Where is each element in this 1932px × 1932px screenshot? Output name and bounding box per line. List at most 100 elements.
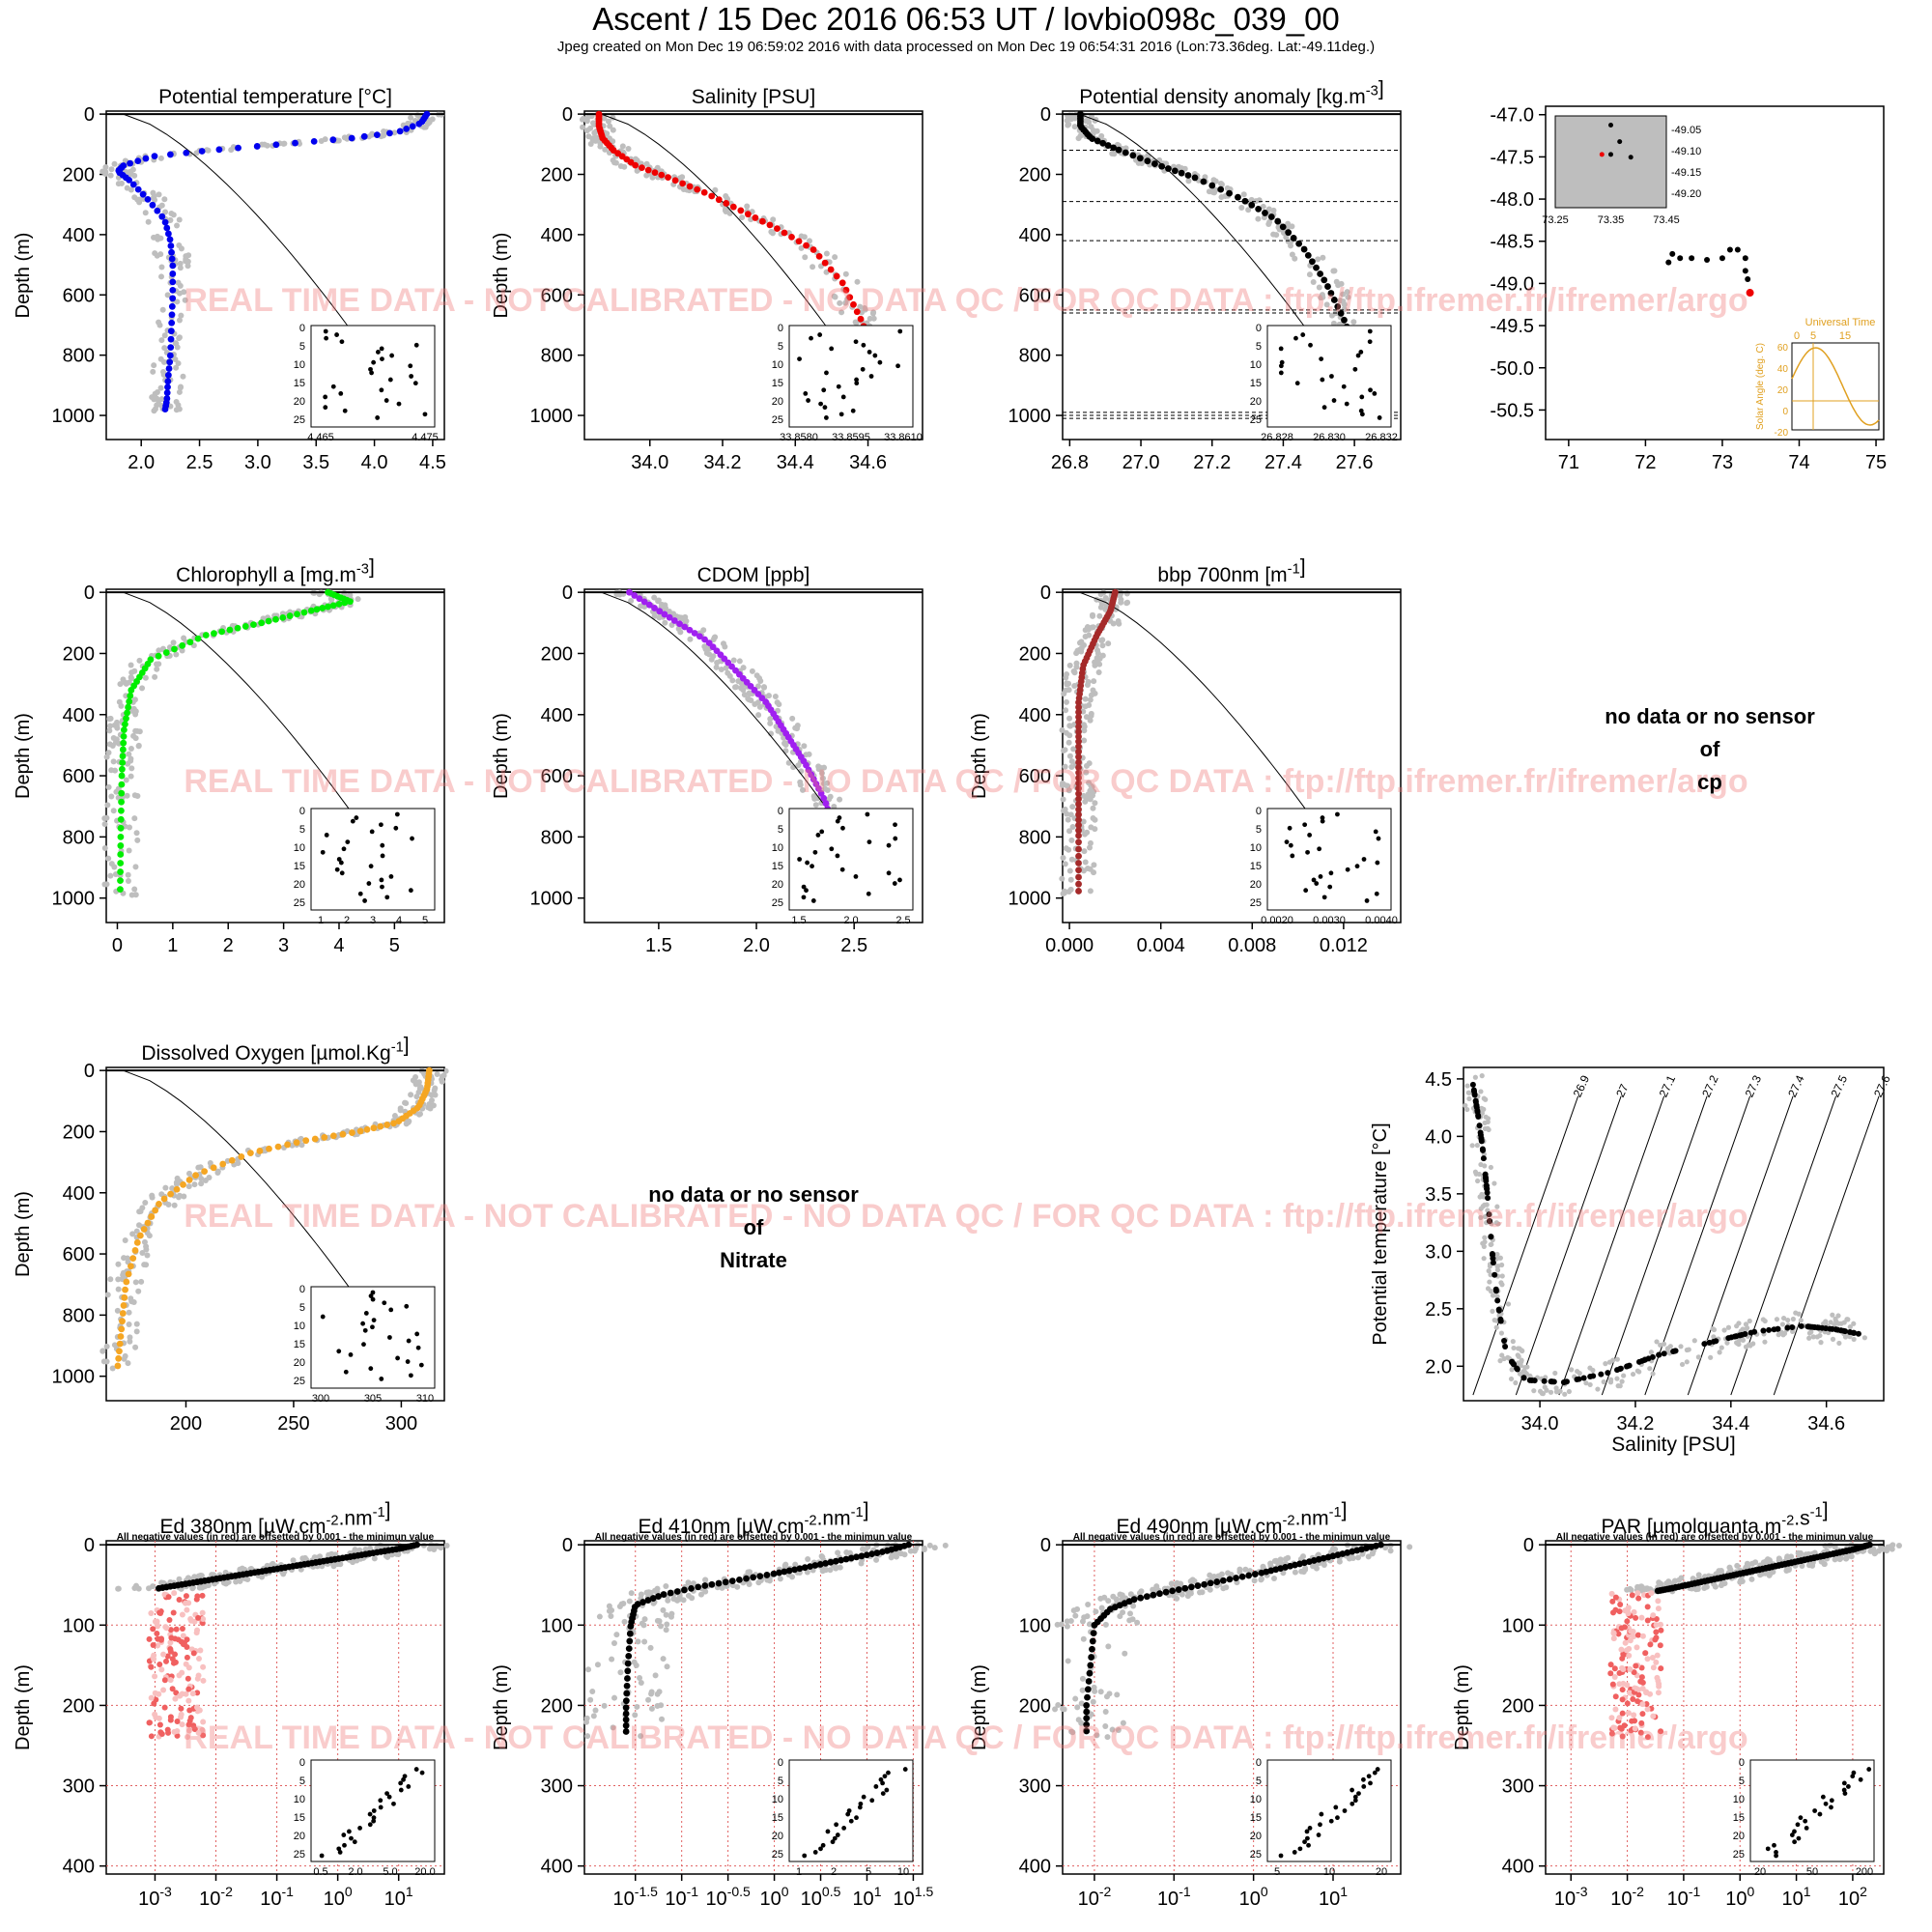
climatology-point — [352, 1547, 358, 1553]
climatology-point — [158, 273, 165, 280]
climatology-point — [130, 732, 137, 739]
negative-value-point — [1632, 1725, 1638, 1732]
inset-point-temp — [375, 350, 381, 355]
inset-point-dens — [1367, 328, 1373, 334]
inset-point-sal — [817, 332, 823, 337]
climatology-point — [162, 1184, 169, 1191]
x-tick-label-dens: 27.4 — [1264, 452, 1302, 473]
ts-point — [1490, 1260, 1496, 1266]
climatology-point — [818, 770, 825, 777]
climatology-point — [107, 172, 114, 179]
climatology-point — [1539, 1390, 1545, 1396]
profile-point-ed490 — [1258, 1569, 1265, 1577]
y-axis-label-chl: Depth (m) — [13, 713, 34, 799]
profile-point-cdom — [822, 800, 830, 807]
profile-point-dens — [1235, 193, 1241, 201]
climatology-point — [767, 716, 774, 723]
negative-value-point — [1611, 1724, 1618, 1731]
climatology-point — [159, 369, 166, 376]
inset-point-ed410 — [857, 1804, 863, 1810]
inset-point-ed410 — [873, 1784, 879, 1789]
climatology-point — [214, 1170, 221, 1177]
inset-point-ed380 — [402, 1774, 408, 1779]
climatology-point — [619, 143, 626, 150]
inset-point-chl — [369, 829, 375, 835]
climatology-point — [722, 643, 728, 650]
climatology-point — [664, 1663, 670, 1670]
climatology-point — [835, 1549, 841, 1556]
climatology-point — [124, 1255, 130, 1262]
ts-point — [1526, 1377, 1533, 1383]
climatology-point — [1552, 1370, 1558, 1377]
inset-point-cdom — [892, 881, 897, 886]
ts-point — [1562, 1378, 1569, 1385]
climatology-point — [115, 181, 122, 187]
climatology-point — [369, 130, 376, 137]
climatology-point — [712, 186, 719, 193]
climatology-point — [1479, 1110, 1485, 1117]
climatology-point — [355, 596, 361, 603]
inset-y-tick-label-ed410: 5 — [778, 1776, 783, 1787]
profile-point-chl — [119, 746, 127, 753]
inset-point-ed410 — [834, 1822, 839, 1828]
x-tick-label-temp: 4.5 — [419, 452, 446, 473]
profile-point-oxy — [119, 1310, 127, 1317]
negative-value-point — [1609, 1681, 1616, 1688]
inset-point-ed490 — [1316, 1833, 1321, 1837]
profile-point-cdom — [691, 630, 698, 637]
profile-point-sal — [686, 183, 694, 190]
climatology-point — [1658, 1580, 1664, 1587]
climatology-point — [126, 847, 132, 854]
inset-point-oxy — [370, 1324, 375, 1330]
climatology-point — [151, 408, 157, 414]
climatology-point — [1102, 1621, 1109, 1628]
inset-y-tick-label-bbp: 0 — [1256, 806, 1262, 817]
profile-point-cdom — [696, 633, 703, 640]
climatology-point — [1218, 180, 1225, 186]
climatology-point — [157, 155, 164, 161]
inset-point-bbp — [1376, 836, 1381, 841]
climatology-point — [1406, 1544, 1413, 1550]
profile-point-chl — [123, 715, 129, 723]
ts-point — [1489, 1250, 1495, 1257]
profile-point-temp — [272, 141, 280, 149]
isopycnal-label: 27 — [1613, 1082, 1631, 1099]
climatology-point — [1090, 1698, 1096, 1705]
climatology-point — [1067, 811, 1074, 818]
plot-title-sal: Salinity [PSU] — [692, 86, 815, 108]
profile-point-chl — [122, 721, 128, 728]
profile-point-temp — [163, 389, 171, 397]
x-tick-label-chl: 0 — [112, 935, 123, 956]
profile-point-ed410 — [695, 1583, 702, 1591]
climatology-point — [1082, 696, 1089, 702]
inset-point-oxy — [387, 1335, 392, 1340]
profile-point-oxy — [121, 1293, 128, 1301]
inset-point-ed410 — [835, 1833, 840, 1837]
climatology-point — [806, 238, 812, 244]
inset-point-ed380 — [384, 1791, 389, 1797]
climatology-point — [193, 150, 200, 156]
inset-point-temp — [379, 387, 384, 393]
climatology-point — [611, 159, 618, 166]
profile-point-ed410 — [816, 1561, 824, 1568]
inset-point-bbp — [1328, 870, 1334, 876]
climatology-point — [660, 1606, 667, 1613]
inset-y-tick-label-ed490: 15 — [1250, 1812, 1262, 1824]
profile-point-cdom — [631, 592, 639, 599]
climatology-point — [1084, 829, 1091, 836]
profile-point-chl — [124, 709, 130, 717]
climatology-point — [1207, 1572, 1213, 1578]
climatology-point — [1059, 726, 1065, 733]
inset-point-ed490 — [1342, 1808, 1348, 1813]
negative-value-point — [184, 1606, 190, 1613]
profile-point-dens — [1178, 169, 1185, 177]
climatology-point — [443, 1542, 450, 1548]
climatology-point — [654, 1690, 661, 1697]
inset-point-ed380 — [406, 1784, 412, 1789]
inset-point-cdom — [812, 849, 818, 855]
profile-point-sal — [788, 233, 795, 241]
climatology-point — [1630, 1371, 1636, 1378]
x-tick-label-map: 74 — [1788, 452, 1809, 473]
inset-point-sal — [854, 377, 859, 383]
profile-point-cdom — [701, 636, 708, 643]
